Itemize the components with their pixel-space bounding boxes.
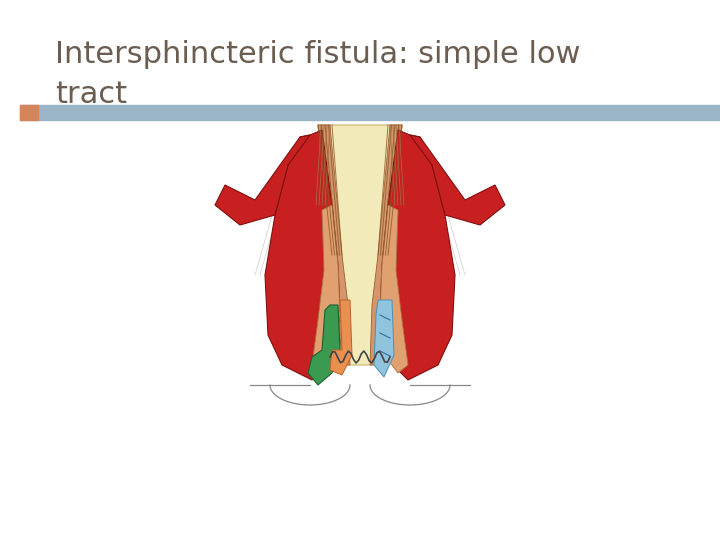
Polygon shape (215, 135, 310, 225)
Bar (20, 105, 720, 120)
Polygon shape (318, 125, 402, 365)
Polygon shape (312, 205, 340, 373)
Polygon shape (374, 300, 394, 377)
Polygon shape (370, 125, 402, 365)
Text: Intersphincteric fistula: simple low: Intersphincteric fistula: simple low (55, 40, 580, 69)
Bar (20, 105, 38, 120)
Polygon shape (380, 205, 408, 373)
Text: tract: tract (55, 80, 127, 109)
Polygon shape (380, 130, 455, 380)
Polygon shape (330, 300, 352, 375)
Polygon shape (265, 130, 340, 380)
Polygon shape (318, 125, 350, 365)
Polygon shape (308, 305, 340, 385)
Polygon shape (410, 135, 505, 225)
